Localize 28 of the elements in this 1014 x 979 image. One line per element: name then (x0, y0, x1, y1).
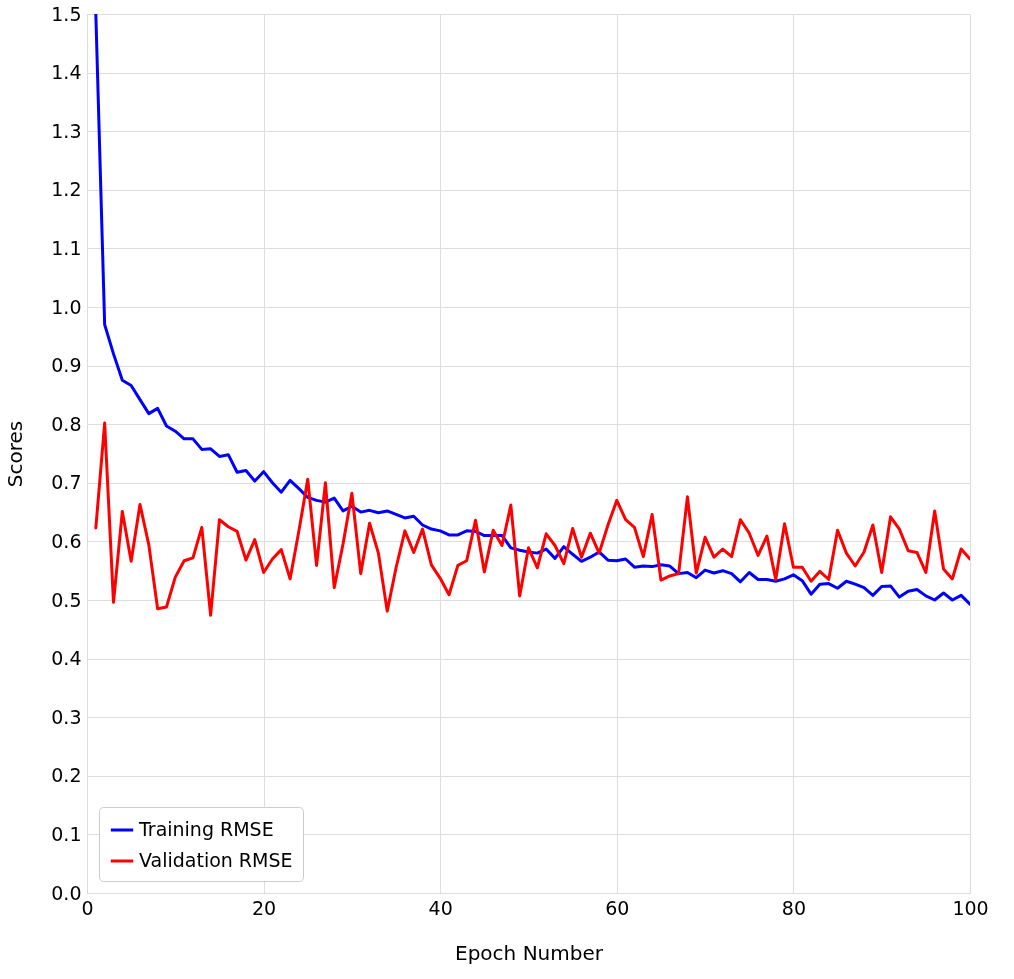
y-tick-label: 0.5 (51, 588, 82, 611)
y-tick-label: 0.4 (51, 647, 82, 670)
line-series (94, 421, 970, 617)
x-tick-label: 0 (81, 896, 94, 919)
y-tick-label: 1.1 (51, 236, 82, 259)
y-tick-label: 0.6 (51, 529, 82, 552)
y-tick-label: 1.4 (51, 61, 82, 84)
y-tick-label: 1.5 (51, 2, 82, 25)
legend-label: Validation RMSE (139, 849, 293, 871)
x-tick-label: 20 (252, 896, 277, 919)
y-tick-label: 1.2 (51, 178, 82, 201)
legend-label: Training RMSE (138, 818, 274, 840)
x-axis-title: Epoch Number (455, 940, 604, 965)
y-tick-label: 0.2 (51, 764, 82, 787)
y-tick-label: 0.8 (51, 412, 82, 435)
y-tick-label: 1.0 (51, 295, 82, 318)
line-series (94, 14, 970, 606)
y-tick-label: 0.9 (51, 354, 82, 377)
x-tick-label: 60 (605, 896, 630, 919)
x-tick-label: 100 (952, 896, 989, 919)
y-tick-label: 0.7 (51, 471, 82, 494)
y-tick-label: 0.3 (51, 705, 82, 728)
x-tick-label: 80 (781, 896, 806, 919)
x-tick-label: 40 (428, 896, 453, 919)
y-tick-label: 1.3 (51, 119, 82, 142)
y-axis-title: Scores (3, 420, 28, 488)
y-tick-label: 0.0 (51, 881, 82, 904)
y-tick-label: 0.1 (51, 822, 82, 845)
